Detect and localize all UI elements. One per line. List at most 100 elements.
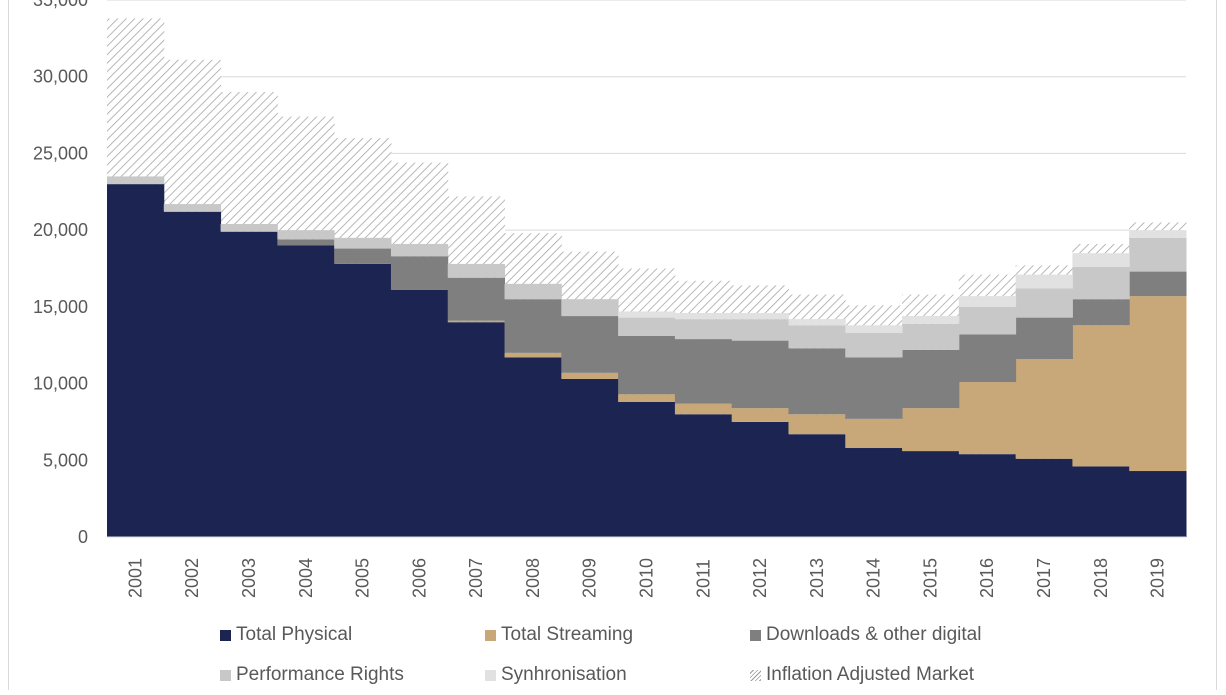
bar-downloads-other-digital — [618, 336, 676, 395]
bar-total-streaming — [447, 320, 506, 323]
legend-label: Downloads & other digital — [766, 624, 982, 645]
bar-total-physical — [447, 322, 506, 537]
bar-total-streaming — [731, 408, 789, 422]
bar-performance-rights — [390, 243, 449, 257]
y-tick-label: 5,000 — [43, 450, 88, 470]
legend-label: Inflation Adjusted Market — [766, 664, 975, 685]
legend-label: Total Physical — [236, 624, 353, 645]
bar-total-physical — [618, 401, 676, 537]
y-tick-label: 20,000 — [33, 220, 88, 240]
legend-swatch — [220, 669, 231, 681]
y-tick-label: 0 — [78, 527, 88, 547]
bar-downloads-other-digital — [447, 277, 506, 321]
x-tick-label: 2017 — [1034, 558, 1054, 598]
bar-total-physical — [334, 263, 392, 537]
bar-total-streaming — [1072, 325, 1130, 467]
bar-total-physical — [1072, 466, 1130, 537]
x-tick-label: 2005 — [353, 558, 373, 598]
bar-performance-rights — [504, 283, 562, 300]
bar-downloads-other-digital — [1015, 317, 1073, 360]
bar-performance-rights — [277, 230, 335, 240]
bar-performance-rights — [107, 176, 165, 185]
bar-performance-rights — [788, 325, 846, 349]
bar-total-physical — [163, 211, 222, 537]
legend-item-inflation-adjusted: Inflation Adjusted Market — [750, 664, 974, 686]
x-tick-label: 2013 — [807, 558, 827, 598]
bar-total-physical — [220, 231, 278, 538]
legend-label: Synhronisation — [501, 664, 627, 685]
x-tick-label: 2008 — [523, 558, 543, 598]
bar-synhronisation — [1129, 230, 1187, 238]
bar-synhronisation — [731, 312, 789, 320]
x-tick-label: 2019 — [1148, 558, 1168, 598]
bar-total-streaming — [1129, 296, 1187, 472]
legend-label: Performance Rights — [236, 664, 404, 685]
legend: Total Physical Total Streaming Downloads… — [0, 618, 1226, 690]
bar-total-physical — [902, 451, 960, 537]
bar-performance-rights — [845, 332, 903, 358]
y-tick-label: 35,000 — [33, 0, 88, 10]
bar-synhronisation — [618, 311, 676, 318]
bar-synhronisation — [902, 316, 960, 324]
bar-total-streaming — [958, 382, 1017, 455]
bar-downloads-other-digital — [390, 256, 449, 290]
y-axis: 0 5,000 10,000 15,000 20,000 25,000 30,000 35,0… — [33, 0, 88, 547]
left-frame-line — [8, 0, 9, 690]
bar-performance-rights — [163, 204, 222, 212]
bar-total-physical — [674, 414, 733, 537]
bar-performance-rights — [1072, 266, 1130, 300]
legend-swatch — [750, 669, 761, 681]
bar-downloads-other-digital — [1129, 271, 1187, 297]
x-tick-label: 2001 — [125, 558, 145, 598]
legend-item-downloads: Downloads & other digital — [750, 624, 981, 646]
bar-downloads-other-digital — [845, 357, 903, 419]
bar-performance-rights — [674, 319, 733, 340]
x-tick-label: 2018 — [1091, 558, 1111, 598]
bar-total-physical — [107, 184, 165, 537]
y-tick-label: 10,000 — [33, 374, 88, 394]
x-tick-label: 2010 — [637, 558, 657, 598]
legend-swatch — [750, 629, 761, 641]
bar-downloads-other-digital — [788, 348, 846, 415]
bar-total-streaming — [845, 418, 903, 449]
bar-downloads-other-digital — [277, 239, 335, 246]
x-tick-label: 2007 — [466, 558, 486, 598]
x-tick-label: 2004 — [296, 558, 316, 598]
bar-performance-rights — [1129, 237, 1187, 272]
bar-downloads-other-digital — [504, 299, 562, 353]
x-tick-label: 2002 — [182, 558, 202, 598]
x-tick-label: 2014 — [864, 558, 884, 598]
legend-swatch — [485, 669, 496, 681]
x-tick-label: 2012 — [750, 558, 770, 598]
y-tick-label: 25,000 — [33, 143, 88, 163]
bar-downloads-other-digital — [1072, 299, 1130, 326]
bar-downloads-other-digital — [334, 248, 392, 264]
legend-label: Total Streaming — [501, 624, 634, 645]
bar-performance-rights — [334, 237, 392, 249]
bar-synhronisation — [1072, 253, 1130, 267]
bar-total-streaming — [674, 403, 733, 415]
stacked-bars-layer — [107, 176, 1187, 538]
bar-synhronisation — [845, 325, 903, 333]
bar-total-physical — [788, 434, 846, 537]
bar-synhronisation — [958, 296, 1017, 307]
x-tick-label: 2011 — [693, 559, 713, 598]
bar-total-physical — [390, 289, 449, 537]
bar-synhronisation — [674, 312, 733, 320]
bar-total-streaming — [902, 408, 960, 452]
legend-item-synhronisation: Synhronisation — [485, 664, 627, 686]
bar-performance-rights — [958, 306, 1017, 335]
legend-item-total-streaming: Total Streaming — [485, 624, 633, 646]
bar-performance-rights — [618, 317, 676, 337]
legend-swatch — [485, 629, 496, 641]
right-frame-line — [1216, 0, 1217, 690]
legend-item-total-physical: Total Physical — [220, 624, 352, 646]
bar-performance-rights — [447, 263, 506, 278]
y-tick-label: 15,000 — [33, 297, 88, 317]
x-tick-label: 2003 — [239, 558, 259, 598]
bar-total-physical — [958, 454, 1017, 537]
bar-total-streaming — [618, 394, 676, 402]
bar-total-physical — [277, 245, 335, 537]
